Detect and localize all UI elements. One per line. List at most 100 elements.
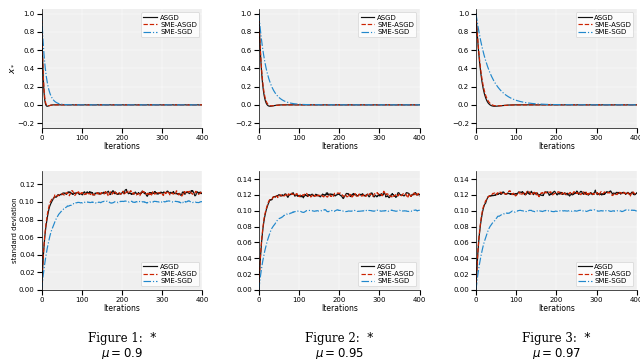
SME-SGD bbox=[156, 200, 163, 204]
SME-ASGD bbox=[59, 103, 67, 107]
SME-SGD bbox=[343, 103, 351, 107]
SME-ASGD bbox=[590, 191, 598, 196]
ASGD bbox=[313, 103, 321, 107]
SME-SGD bbox=[185, 199, 193, 203]
Legend: ASGD, SME-ASGD, SME-SGD: ASGD, SME-ASGD, SME-SGD bbox=[575, 13, 634, 37]
ASGD bbox=[336, 103, 344, 107]
X-axis label: Iterations: Iterations bbox=[538, 142, 575, 151]
ASGD bbox=[358, 192, 365, 197]
SME-SGD bbox=[575, 103, 582, 107]
ASGD bbox=[344, 103, 351, 107]
Legend: ASGD, SME-ASGD, SME-SGD: ASGD, SME-ASGD, SME-SGD bbox=[575, 261, 634, 286]
ASGD bbox=[141, 192, 148, 196]
SME-SGD bbox=[126, 103, 134, 107]
ASGD bbox=[126, 191, 134, 195]
ASGD bbox=[276, 193, 284, 197]
Line: SME-ASGD: SME-ASGD bbox=[476, 191, 637, 290]
Text: $\mu = 0.97$: $\mu = 0.97$ bbox=[532, 346, 581, 359]
SME-SGD bbox=[472, 288, 480, 292]
SME-SGD bbox=[118, 103, 126, 107]
Line: SME-ASGD: SME-ASGD bbox=[259, 191, 420, 290]
SME-SGD bbox=[591, 208, 598, 212]
ASGD bbox=[530, 192, 538, 196]
SME-ASGD bbox=[126, 103, 134, 107]
SME-ASGD bbox=[472, 288, 480, 292]
SME-ASGD bbox=[141, 191, 148, 195]
X-axis label: Iterations: Iterations bbox=[538, 304, 575, 313]
ASGD bbox=[313, 194, 321, 198]
SME-ASGD bbox=[344, 103, 351, 107]
X-axis label: Iterations: Iterations bbox=[321, 142, 358, 151]
SME-SGD bbox=[255, 11, 262, 16]
SME-SGD bbox=[493, 84, 500, 88]
SME-ASGD bbox=[276, 103, 284, 107]
SME-SGD bbox=[336, 103, 344, 107]
ASGD bbox=[633, 103, 640, 107]
SME-ASGD bbox=[575, 191, 583, 195]
SME-ASGD bbox=[493, 104, 500, 108]
SME-ASGD bbox=[493, 192, 500, 197]
SME-ASGD bbox=[156, 103, 164, 107]
SME-SGD bbox=[198, 200, 206, 204]
ASGD bbox=[561, 103, 568, 107]
SME-SGD bbox=[493, 216, 500, 220]
SME-ASGD bbox=[198, 103, 206, 107]
SME-SGD bbox=[255, 288, 262, 292]
SME-SGD bbox=[156, 103, 163, 107]
SME-ASGD bbox=[119, 189, 127, 194]
SME-ASGD bbox=[372, 191, 380, 195]
SME-ASGD bbox=[59, 192, 67, 196]
ASGD bbox=[198, 191, 206, 196]
SME-ASGD bbox=[416, 194, 424, 199]
ASGD bbox=[255, 11, 262, 16]
ASGD bbox=[336, 192, 344, 197]
SME-SGD bbox=[59, 102, 67, 107]
SME-ASGD bbox=[96, 192, 104, 197]
SME-SGD bbox=[198, 103, 206, 107]
ASGD bbox=[403, 191, 410, 195]
SME-SGD bbox=[372, 103, 380, 107]
SME-ASGD bbox=[119, 103, 127, 107]
SME-SGD bbox=[59, 208, 67, 213]
SME-ASGD bbox=[493, 104, 501, 108]
SME-ASGD bbox=[313, 103, 321, 107]
Text: Figure 2:  *: Figure 2: * bbox=[305, 332, 373, 345]
SME-ASGD bbox=[554, 191, 561, 195]
ASGD bbox=[633, 191, 640, 195]
SME-ASGD bbox=[68, 188, 76, 193]
ASGD bbox=[491, 104, 499, 108]
Line: SME-ASGD: SME-ASGD bbox=[259, 14, 420, 106]
SME-ASGD bbox=[343, 195, 351, 199]
SME-SGD bbox=[553, 102, 561, 107]
SME-SGD bbox=[344, 209, 351, 214]
ASGD bbox=[59, 191, 67, 196]
ASGD bbox=[590, 103, 598, 107]
ASGD bbox=[96, 103, 104, 107]
SME-SGD bbox=[321, 208, 328, 212]
Line: ASGD: ASGD bbox=[476, 14, 637, 106]
Text: Figure 3:  *: Figure 3: * bbox=[522, 332, 591, 345]
SME-SGD bbox=[560, 103, 568, 107]
ASGD bbox=[123, 187, 131, 192]
ASGD bbox=[276, 103, 284, 107]
SME-SGD bbox=[416, 208, 424, 212]
Line: SME-SGD: SME-SGD bbox=[259, 14, 420, 105]
ASGD bbox=[38, 288, 45, 292]
SME-SGD bbox=[140, 200, 148, 204]
SME-SGD bbox=[38, 288, 45, 292]
ASGD bbox=[493, 104, 501, 108]
SME-SGD bbox=[118, 199, 126, 204]
Line: SME-ASGD: SME-ASGD bbox=[42, 14, 202, 106]
Y-axis label: standard deviation: standard deviation bbox=[12, 198, 17, 264]
ASGD bbox=[372, 195, 380, 199]
SME-SGD bbox=[416, 103, 424, 107]
SME-ASGD bbox=[156, 191, 164, 195]
Line: SME-SGD: SME-SGD bbox=[476, 14, 637, 105]
SME-SGD bbox=[276, 216, 284, 220]
SME-SGD bbox=[358, 209, 365, 213]
ASGD bbox=[59, 103, 67, 107]
ASGD bbox=[266, 104, 274, 108]
Line: ASGD: ASGD bbox=[259, 193, 420, 290]
ASGD bbox=[119, 103, 127, 107]
Legend: ASGD, SME-ASGD, SME-SGD: ASGD, SME-ASGD, SME-SGD bbox=[141, 261, 199, 286]
